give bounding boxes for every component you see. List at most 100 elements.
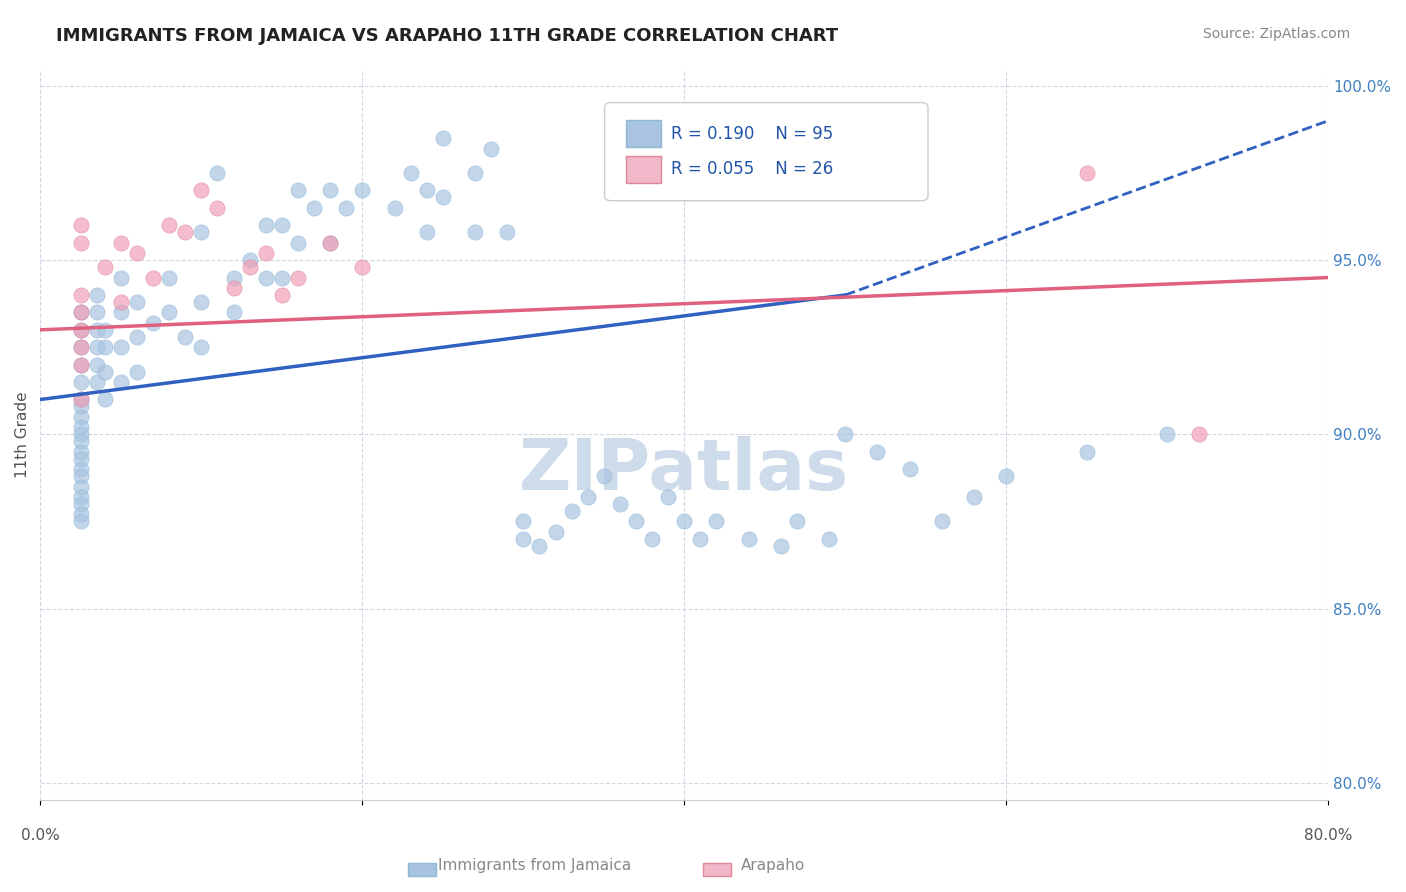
Point <box>190 225 212 239</box>
Point <box>69 358 91 372</box>
Point <box>287 270 309 285</box>
Point <box>86 323 108 337</box>
Point <box>69 219 91 233</box>
Point <box>69 323 91 337</box>
Point <box>222 270 245 285</box>
Point <box>1156 427 1178 442</box>
Point <box>110 270 132 285</box>
Point <box>110 340 132 354</box>
Point <box>270 288 292 302</box>
Point <box>931 515 953 529</box>
Point <box>69 508 91 522</box>
Point <box>69 497 91 511</box>
Point <box>86 340 108 354</box>
Point <box>69 490 91 504</box>
Point <box>174 225 197 239</box>
Point <box>94 365 117 379</box>
Point <box>190 295 212 310</box>
Point <box>157 219 180 233</box>
Point <box>69 427 91 442</box>
Point <box>319 184 342 198</box>
Point <box>86 358 108 372</box>
Point <box>86 375 108 389</box>
Point <box>786 515 808 529</box>
Point <box>432 190 454 204</box>
Point <box>69 480 91 494</box>
Text: ZIPatlas: ZIPatlas <box>519 436 849 506</box>
Point <box>69 323 91 337</box>
Point <box>834 427 856 442</box>
Text: Immigrants from Jamaica: Immigrants from Jamaica <box>437 858 631 872</box>
Point <box>287 235 309 250</box>
Point <box>69 420 91 434</box>
Point <box>207 201 229 215</box>
Point <box>432 131 454 145</box>
Point <box>1076 166 1098 180</box>
Point <box>239 253 262 268</box>
Point <box>576 490 599 504</box>
Point <box>287 184 309 198</box>
Point <box>69 434 91 449</box>
Point <box>512 532 534 546</box>
Text: R = 0.190    N = 95: R = 0.190 N = 95 <box>671 125 832 143</box>
Text: IMMIGRANTS FROM JAMAICA VS ARAPAHO 11TH GRADE CORRELATION CHART: IMMIGRANTS FROM JAMAICA VS ARAPAHO 11TH … <box>56 27 838 45</box>
Point <box>125 295 148 310</box>
Point <box>125 365 148 379</box>
Point <box>110 295 132 310</box>
Text: Source: ZipAtlas.com: Source: ZipAtlas.com <box>1202 27 1350 41</box>
Point <box>142 270 165 285</box>
Point <box>69 462 91 476</box>
Point <box>94 323 117 337</box>
Point <box>86 305 108 319</box>
Point <box>254 219 277 233</box>
Point <box>416 184 439 198</box>
Point <box>69 451 91 466</box>
Y-axis label: 11th Grade: 11th Grade <box>15 391 30 477</box>
Point <box>69 305 91 319</box>
Point <box>464 166 486 180</box>
Point <box>319 235 342 250</box>
Point <box>898 462 921 476</box>
Point <box>69 400 91 414</box>
Point <box>69 288 91 302</box>
Point <box>399 166 422 180</box>
Point <box>69 444 91 458</box>
Point <box>464 225 486 239</box>
Text: 80.0%: 80.0% <box>1303 828 1353 843</box>
Point <box>110 305 132 319</box>
Point <box>706 515 728 529</box>
Point <box>254 270 277 285</box>
Point <box>352 260 374 274</box>
Point <box>125 246 148 260</box>
Point <box>69 375 91 389</box>
Point <box>69 392 91 407</box>
Point <box>769 539 792 553</box>
Point <box>190 340 212 354</box>
Point <box>142 316 165 330</box>
Point <box>302 201 325 215</box>
Point <box>157 270 180 285</box>
Point <box>94 260 117 274</box>
Point <box>1076 444 1098 458</box>
Point <box>529 539 551 553</box>
Point <box>963 490 986 504</box>
Point <box>641 532 664 546</box>
Point <box>174 330 197 344</box>
Point <box>335 201 357 215</box>
Point <box>69 305 91 319</box>
Point <box>561 504 583 518</box>
Point <box>86 288 108 302</box>
Point <box>254 246 277 260</box>
Point <box>69 340 91 354</box>
Point <box>69 392 91 407</box>
Point <box>239 260 262 274</box>
Point <box>689 532 711 546</box>
Point <box>157 305 180 319</box>
Point <box>222 305 245 319</box>
Point <box>69 340 91 354</box>
Point <box>1188 427 1211 442</box>
Point <box>352 184 374 198</box>
Point <box>995 469 1018 483</box>
Point <box>384 201 406 215</box>
Point <box>496 225 519 239</box>
